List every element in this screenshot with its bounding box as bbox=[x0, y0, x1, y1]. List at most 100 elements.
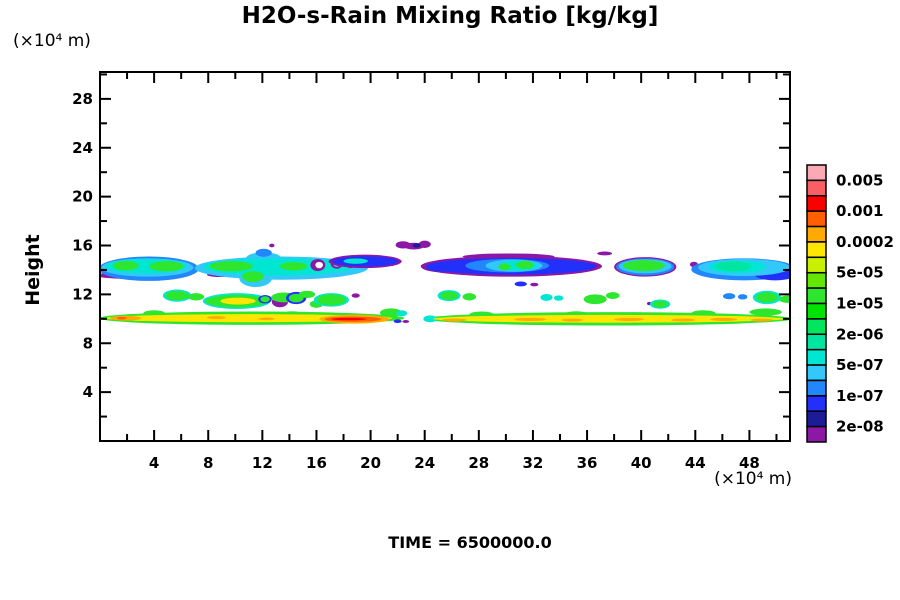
contour-blob bbox=[351, 293, 360, 298]
contour-blob bbox=[316, 294, 347, 306]
contour-blob bbox=[412, 243, 421, 248]
colorbar-cell bbox=[806, 318, 827, 336]
contour-blob bbox=[498, 263, 511, 271]
plot-frame bbox=[99, 71, 791, 442]
colorbar: 0.005 0.001 0.0002 5e-05 1e-05 2e-06 5e-07 1e-0… bbox=[806, 164, 894, 443]
y-tick-label: 12 bbox=[72, 285, 93, 303]
colorbar-cell bbox=[806, 425, 827, 443]
y-tick-label: 16 bbox=[72, 237, 93, 255]
contour-blob bbox=[343, 258, 368, 264]
contour-blob bbox=[242, 271, 264, 283]
time-annotation: TIME = 6500000.0 bbox=[388, 533, 552, 552]
contour-blob bbox=[561, 318, 583, 322]
contour-blob bbox=[756, 292, 778, 303]
contour-blob bbox=[279, 261, 307, 271]
contour-blob bbox=[622, 260, 665, 272]
contour-blob bbox=[432, 314, 785, 323]
contour-blob bbox=[597, 251, 613, 256]
contour-blob bbox=[462, 253, 555, 260]
contour-blob bbox=[715, 261, 751, 272]
contour-blob bbox=[315, 261, 323, 269]
contour-blob bbox=[750, 318, 773, 322]
y-tick-label: 20 bbox=[72, 188, 93, 206]
x-axis-unit-label: (×10⁴ m) bbox=[714, 469, 792, 489]
y-tick-label: 24 bbox=[72, 139, 93, 157]
contour-blob bbox=[298, 290, 316, 299]
colorbar-cell bbox=[806, 410, 827, 428]
contour-blob bbox=[116, 316, 127, 320]
colorbar-cell bbox=[806, 302, 827, 320]
y-axis-unit-label: (×10⁴ m) bbox=[13, 31, 91, 51]
contour-blob bbox=[779, 295, 790, 303]
contour-blob bbox=[426, 264, 473, 272]
colorbar-cell bbox=[806, 271, 827, 289]
contour-blob bbox=[418, 240, 431, 248]
colorbar-cell bbox=[806, 179, 827, 197]
x-tick-label: 40 bbox=[631, 454, 652, 472]
colorbar-label: 0.005 bbox=[836, 171, 883, 189]
x-tick-label: 8 bbox=[203, 454, 213, 472]
x-tick-label: 48 bbox=[739, 454, 760, 472]
x-tick-label: 12 bbox=[252, 454, 273, 472]
contour-blob bbox=[652, 300, 668, 308]
colorbar-cell bbox=[806, 287, 827, 305]
contour-blob bbox=[423, 315, 437, 323]
x-tick-label: 36 bbox=[577, 454, 598, 472]
colorbar-label: 2e-08 bbox=[836, 418, 884, 436]
contour-blob bbox=[670, 318, 696, 322]
colorbar-label: 0.0002 bbox=[836, 233, 894, 251]
contour-blob bbox=[255, 248, 272, 257]
contour-blob bbox=[540, 294, 553, 301]
colorbar-cell bbox=[806, 395, 827, 412]
contour-blob bbox=[749, 308, 782, 316]
colorbar-label: 5e-05 bbox=[836, 264, 884, 282]
contour-blob bbox=[530, 282, 539, 287]
contour-blob bbox=[583, 294, 607, 305]
contour-blob bbox=[396, 310, 408, 317]
contour-blob bbox=[462, 293, 477, 301]
colorbar-cell bbox=[806, 333, 827, 351]
y-tick-label: 28 bbox=[72, 90, 93, 108]
colorbar-label: 2e-06 bbox=[836, 325, 884, 343]
colorbar-cell bbox=[806, 241, 827, 259]
contour-blob bbox=[723, 293, 736, 300]
contour-blob bbox=[440, 291, 458, 300]
y-tick-label: 8 bbox=[83, 334, 93, 352]
contour-blob bbox=[209, 261, 253, 272]
x-tick-label: 20 bbox=[360, 454, 381, 472]
chart-title: H2O-s-Rain Mixing Ratio [kg/kg] bbox=[241, 3, 659, 29]
colorbar-cell bbox=[806, 164, 827, 182]
contour-blob bbox=[187, 293, 205, 301]
contour-blob bbox=[606, 292, 620, 300]
colorbar-cell bbox=[806, 210, 827, 228]
contour-blob bbox=[112, 261, 139, 271]
contour-blob bbox=[149, 261, 184, 272]
contour-blob bbox=[393, 319, 402, 324]
contour-blob bbox=[165, 290, 189, 301]
contour-blob bbox=[553, 295, 564, 301]
y-tick-label: 4 bbox=[83, 383, 93, 401]
contour-blob bbox=[514, 281, 527, 287]
contour-blob bbox=[258, 317, 275, 321]
contour-blob bbox=[260, 296, 270, 303]
contour-blob bbox=[710, 317, 738, 322]
x-tick-label: 16 bbox=[306, 454, 327, 472]
colorbar-label: 0.001 bbox=[836, 202, 883, 220]
contour-blob bbox=[331, 317, 367, 321]
colorbar-cell bbox=[806, 379, 827, 397]
contour-blob bbox=[220, 297, 256, 305]
contour-blob bbox=[380, 308, 402, 317]
contour-blob bbox=[514, 317, 547, 322]
contour-blob bbox=[442, 318, 467, 322]
x-tick-label: 4 bbox=[149, 454, 159, 472]
colorbar-cell bbox=[806, 364, 827, 382]
colorbar-cell bbox=[806, 256, 827, 274]
colorbar-label: 5e-07 bbox=[836, 356, 884, 374]
x-tick-label: 24 bbox=[414, 454, 435, 472]
colorbar-cell bbox=[806, 348, 827, 366]
contour-blob bbox=[737, 294, 748, 300]
contour-blob bbox=[614, 317, 644, 322]
x-tick-label: 28 bbox=[468, 454, 489, 472]
